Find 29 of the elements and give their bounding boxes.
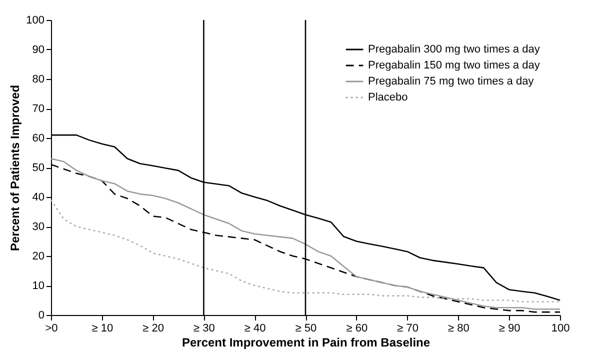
legend-label: Placebo <box>368 92 408 104</box>
y-tick-label: 80 <box>32 74 44 86</box>
x-tick-label: >0 <box>45 322 58 334</box>
y-tick-label: 40 <box>32 192 44 204</box>
legend-label: Pregabalin 300 mg two times a day <box>368 44 540 56</box>
y-tick-label: 100 <box>26 14 44 26</box>
x-tick-label: ≥ 50 <box>295 322 317 334</box>
x-tick-label: ≥ 90 <box>498 322 520 334</box>
legend-label: Pregabalin 75 mg two times a day <box>368 76 534 88</box>
x-axis-title: Percent Improvement in Pain from Baseline <box>182 336 430 350</box>
x-tick-label: ≥ 40 <box>244 322 266 334</box>
y-tick-label: 10 <box>32 280 44 292</box>
y-tick-label: 90 <box>32 44 44 56</box>
y-axis-title: Percent of Patients Improved <box>8 84 22 252</box>
x-tick-label: ≥ 60 <box>346 322 368 334</box>
legend-label: Pregabalin 150 mg two times a day <box>368 60 540 72</box>
x-tick-label: ≥ 30 <box>194 322 215 334</box>
y-tick-label: 30 <box>32 221 44 233</box>
y-tick-label: 0 <box>38 310 44 322</box>
y-tick-label: 60 <box>32 132 44 144</box>
line-series <box>50 199 561 302</box>
x-tick-label: 100 <box>551 322 570 334</box>
x-tick-label: ≥ 10 <box>92 322 114 334</box>
y-tick-label: 50 <box>32 162 44 174</box>
y-tick-label: 20 <box>32 250 44 262</box>
y-tick-label: 70 <box>32 103 44 115</box>
x-tick-label: ≥ 20 <box>142 322 164 334</box>
x-tick-label: ≥ 80 <box>448 322 470 334</box>
x-tick-label: ≥ 70 <box>397 322 418 334</box>
